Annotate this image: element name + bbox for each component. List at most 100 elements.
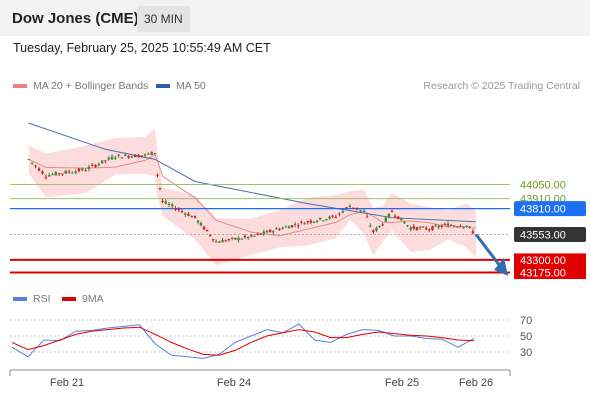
candle [41, 170, 44, 175]
candle [193, 215, 197, 219]
candle [237, 236, 240, 243]
candle [300, 220, 303, 225]
candle [375, 226, 378, 232]
candle [331, 214, 334, 219]
candle-body [156, 174, 159, 176]
candle-body [124, 154, 127, 156]
candle [218, 240, 221, 243]
candle [384, 216, 387, 223]
candle-body [431, 226, 434, 231]
candle [124, 152, 127, 157]
candle-body [243, 236, 247, 238]
candle-body [202, 226, 206, 230]
credit-text: Research © 2025 Trading Central [423, 80, 580, 92]
candle-body [64, 170, 67, 174]
candle [437, 224, 440, 230]
candle [130, 155, 134, 159]
candle-body [100, 160, 104, 164]
candle [137, 154, 140, 158]
candle-body [30, 162, 34, 164]
x-tick-label-1: Feb 24 [217, 377, 251, 389]
candle [77, 167, 81, 173]
candle [262, 229, 266, 237]
candle [230, 236, 234, 241]
candle-body [281, 227, 284, 230]
candle [328, 215, 331, 220]
candle [153, 153, 157, 156]
candle [362, 208, 366, 213]
candle-body [214, 241, 218, 243]
support-tag-43175 [514, 266, 586, 279]
candle [390, 209, 394, 213]
legend-swatch-rsi [13, 297, 27, 301]
projection-arrow-shaft [474, 233, 502, 267]
candle-body [221, 239, 224, 243]
candle [265, 229, 269, 233]
candle-body [27, 159, 30, 161]
candle-body [107, 157, 110, 160]
candle-body [331, 215, 334, 217]
candle-body [240, 238, 243, 240]
candle-body [256, 233, 259, 235]
candle [67, 169, 71, 174]
candle [140, 155, 143, 158]
candle-body [117, 154, 120, 156]
candle-body [67, 171, 71, 173]
candle-body [272, 231, 275, 233]
rsi-line [11, 323, 475, 359]
candle-body [87, 166, 91, 169]
candle [297, 223, 300, 229]
candle-body [147, 153, 150, 155]
candle [352, 207, 355, 210]
candle-body [318, 217, 322, 220]
candle-body [415, 227, 419, 231]
candle [365, 214, 369, 218]
candle-body [44, 176, 48, 178]
candle [253, 235, 256, 237]
resistance-label-44050: 44050.00 [520, 180, 566, 192]
legend-ma50: MA 50 [156, 80, 206, 92]
candle-body [41, 171, 44, 174]
legend-9ma-label: 9MA [82, 293, 104, 305]
candle-body [403, 222, 406, 224]
candle-body [184, 213, 187, 215]
candle [37, 167, 41, 172]
candle-body [297, 225, 300, 227]
candle-body [456, 226, 459, 228]
candle [290, 224, 294, 229]
candle [341, 210, 345, 214]
candle [421, 225, 425, 228]
candle [434, 223, 437, 227]
candle [127, 155, 130, 159]
candle-body [418, 227, 422, 229]
candle-body [328, 216, 331, 219]
candle [54, 170, 58, 176]
candle [208, 233, 212, 238]
candle [114, 155, 117, 161]
candle [275, 227, 278, 230]
last-price-tag [514, 226, 586, 242]
candle [90, 162, 94, 167]
candle-body [262, 231, 266, 234]
candle [27, 158, 30, 161]
candle-body [378, 225, 381, 228]
candle-body [81, 168, 84, 171]
candle-body [471, 231, 475, 234]
candle [443, 222, 447, 226]
candle [412, 223, 415, 231]
instrument-title: Dow Jones (CME) [0, 0, 151, 36]
candle [158, 187, 162, 191]
candle [61, 173, 64, 176]
candle-body [287, 226, 291, 229]
candle-body [406, 225, 409, 227]
candle [84, 168, 87, 172]
candle-body [90, 164, 94, 166]
candle-body [322, 220, 325, 222]
candle-body [237, 237, 240, 241]
timeframe-button[interactable]: 30 MIN [137, 6, 190, 32]
candle-body [372, 230, 375, 233]
candle-body [230, 237, 234, 239]
candle-body [278, 228, 281, 231]
candle-body [218, 241, 221, 243]
candle-body [143, 154, 147, 156]
